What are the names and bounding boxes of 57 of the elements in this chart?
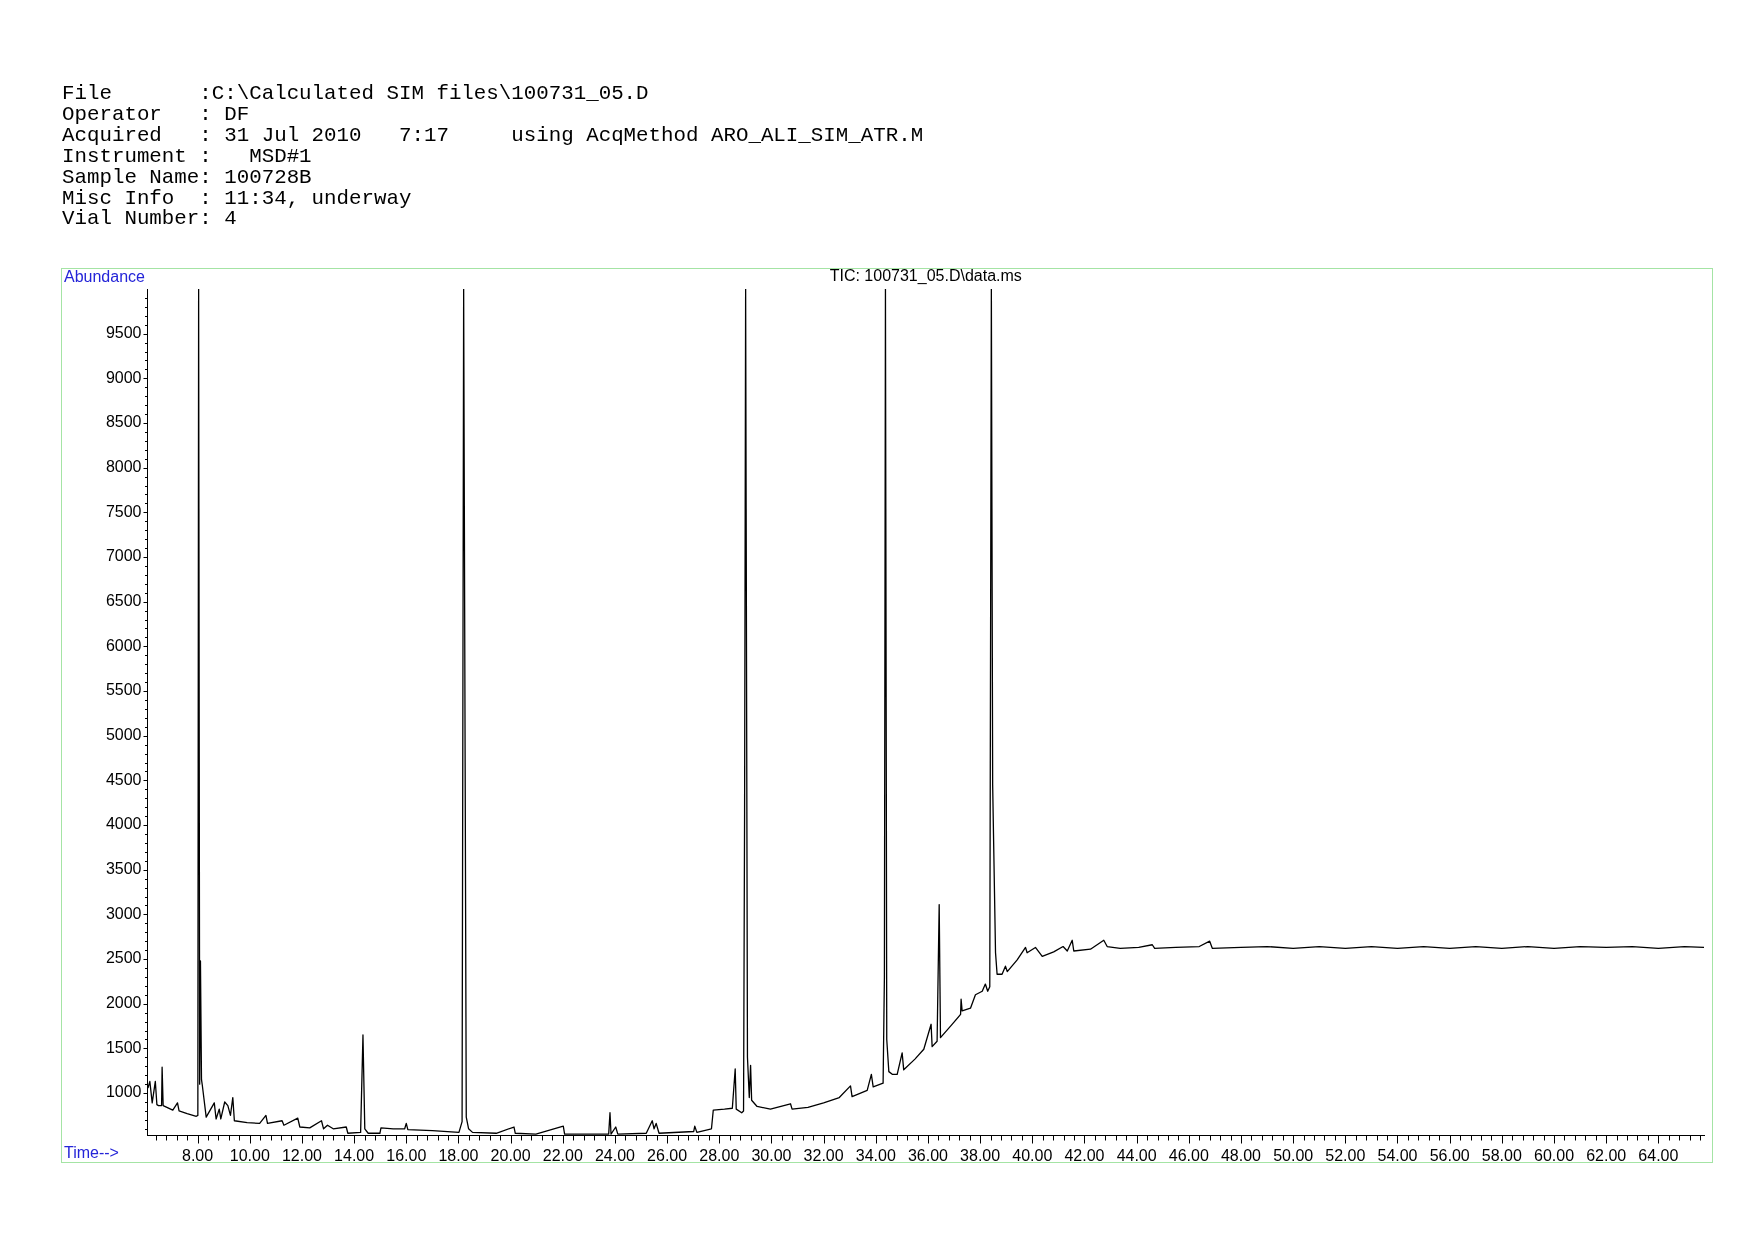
text: Sample Name: 100728B [62,165,313,189]
x-tick-label: 12.00 [281,1146,323,1164]
x-tick-label: 10.00 [229,1146,270,1164]
y-tick-label: 2500 [105,949,142,967]
x-tick-label: 60.00 [1533,1146,1575,1164]
y-tick-label: 5500 [105,681,142,699]
text: Acquired : 31 Jul 2010 7:17 using AcqMethod ARO_ALI_SIM_ATR.M [62,123,924,147]
x-tick-label: 20.00 [490,1146,531,1164]
x-tick-label: 42.00 [1064,1146,1105,1164]
y-tick-label: 7000 [105,547,142,565]
y-tick-label: 4500 [105,770,142,788]
x-tick-label: 56.00 [1429,1146,1470,1164]
x-axis-title: Time--> [64,1144,119,1162]
x-tick-label: 32.00 [803,1146,844,1164]
y-tick-label: 1000 [105,1083,142,1101]
x-tick-label: 16.00 [386,1146,427,1164]
y-tick-label: 7500 [105,502,142,520]
x-tick-label: 18.00 [438,1146,479,1164]
x-tick-label: 26.00 [647,1146,688,1164]
y-tick-label: 6000 [105,636,142,654]
text: File :C:\Calculated SIM files\100731_05.D [62,82,650,105]
x-tick-label: 28.00 [699,1146,740,1164]
x-tick-label: 14.00 [334,1146,375,1164]
x-tick-label: 48.00 [1220,1146,1262,1164]
text: Instrument : MSD#1 [62,144,313,168]
y-tick-label: 6500 [105,592,142,610]
x-tick-label: 34.00 [855,1146,896,1164]
x-tick-label: 50.00 [1273,1146,1314,1164]
x-tick-label: 40.00 [1012,1146,1053,1164]
y-tick-label: 1500 [105,1038,142,1056]
y-tick-label: 8500 [105,413,142,431]
x-tick-label: 24.00 [594,1146,636,1164]
y-tick-label: 3000 [105,904,142,922]
x-tick-label: 38.00 [960,1146,1001,1164]
text: Vial Number: 4 [62,207,237,231]
y-axis-title: Abundance [64,268,146,286]
y-tick-label: 2000 [105,994,142,1012]
y-tick-label: 8000 [105,458,142,476]
y-tick-label: 9000 [105,368,142,386]
x-tick-label: 52.00 [1325,1146,1366,1164]
x-tick-label: 62.00 [1586,1146,1627,1164]
text: Misc Info : 11:34, underway [62,186,413,210]
x-tick-label: 46.00 [1168,1146,1209,1164]
y-tick-label: 4000 [105,815,142,833]
y-tick-label: 3500 [105,860,142,878]
text: Operator : DF [62,102,251,126]
x-tick-label: 22.00 [542,1146,583,1164]
x-tick-label: 36.00 [907,1146,949,1164]
y-tick-label: 9500 [105,324,142,342]
x-tick-label: 8.00 [182,1146,214,1164]
x-tick-label: 44.00 [1116,1146,1157,1164]
x-tick-label: 54.00 [1377,1146,1418,1164]
x-tick-label: 58.00 [1481,1146,1522,1164]
x-tick-label: 64.00 [1638,1146,1679,1164]
x-tick-label: 30.00 [751,1146,792,1164]
chart-title: TIC: 100731_05.D\data.ms [829,267,1022,286]
y-tick-label: 5000 [105,726,142,744]
